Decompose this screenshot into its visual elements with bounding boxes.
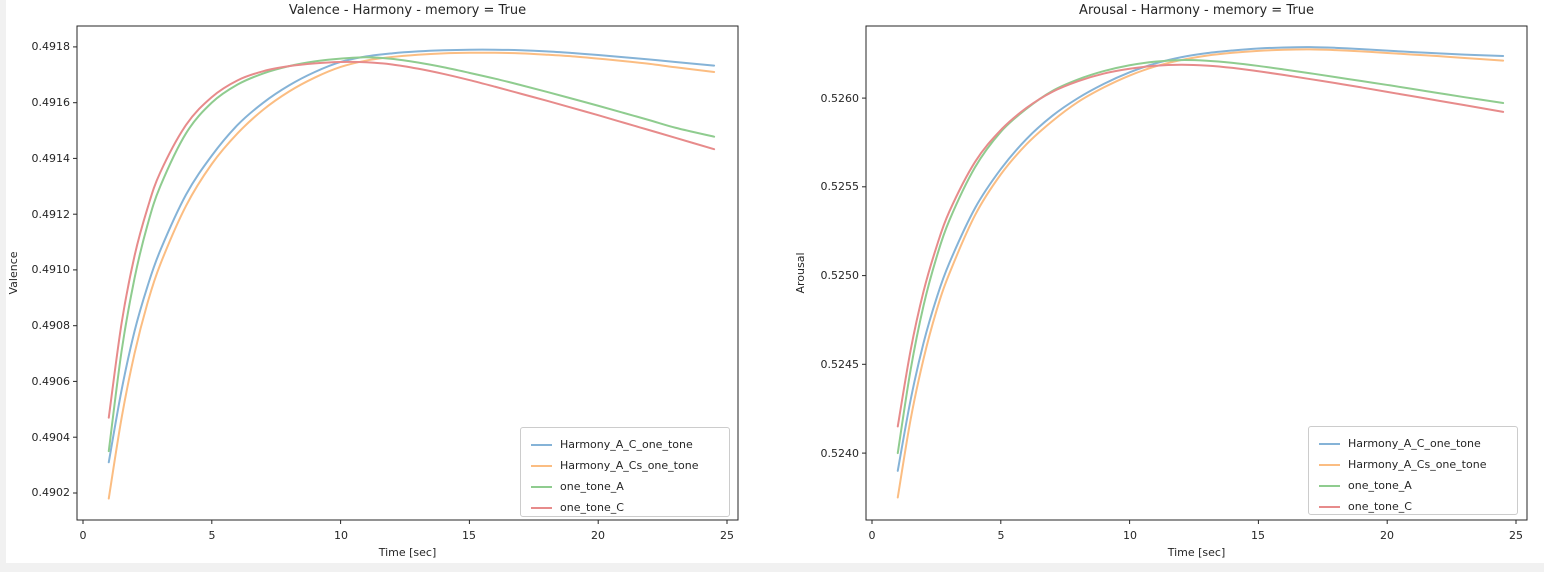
series-line-one_tone_C (107, 60, 716, 419)
x-tick-label: 20 (1380, 529, 1394, 542)
y-tick-label: 0.4910 (31, 263, 71, 276)
series-line-one_tone_A (107, 56, 716, 453)
x-tick-label: 25 (1509, 529, 1523, 542)
x-tick-label: 15 (462, 529, 476, 542)
legend: Harmony_A_C_one_tone Harmony_A_Cs_one_ton… (1308, 426, 1518, 515)
y-tick-label: 0.4918 (31, 40, 71, 53)
legend-row: one_tone_C (521, 497, 729, 518)
y-tick-label: 0.5240 (820, 447, 860, 460)
legend-row: one_tone_C (1309, 496, 1517, 517)
bottom-edge-strip (0, 563, 1544, 572)
legend-label: one_tone_A (1348, 479, 1412, 492)
series-line-one_tone_C (896, 63, 1505, 428)
y-tick-label: 0.4916 (31, 96, 71, 109)
series-line-one_tone_A (896, 59, 1505, 455)
y-tick-label: 0.4912 (31, 208, 71, 221)
legend-swatch (1319, 484, 1340, 487)
plot-border (865, 25, 1528, 521)
legend-row: one_tone_A (1309, 475, 1517, 496)
chart-title: Valence - Harmony - memory = True (288, 3, 527, 18)
legend-swatch (531, 464, 552, 467)
legend-swatch (531, 443, 552, 446)
legend-row: Harmony_A_Cs_one_tone (521, 455, 729, 476)
x-tick-label: 0 (79, 529, 87, 542)
legend-swatch (1319, 463, 1340, 466)
x-tick-label: 0 (868, 529, 876, 542)
y-tick-label: 0.5260 (820, 92, 860, 105)
legend-label: one_tone_C (1348, 500, 1412, 513)
legend: Harmony_A_C_one_tone Harmony_A_Cs_one_ton… (520, 427, 730, 517)
legend-swatch (1319, 505, 1340, 508)
series-line-Harmony_A_Cs_one_tone (896, 48, 1505, 499)
legend-row: Harmony_A_C_one_tone (521, 434, 729, 455)
legend-label: Harmony_A_C_one_tone (1348, 437, 1481, 450)
legend-swatch (531, 506, 552, 509)
legend-swatch (531, 485, 552, 488)
y-tick-label: 0.4906 (31, 375, 71, 388)
y-tick-label: 0.4914 (31, 152, 71, 165)
series-line-Harmony_A_Cs_one_tone (107, 51, 716, 500)
legend-label: Harmony_A_Cs_one_tone (1348, 458, 1487, 471)
x-tick-label: 10 (1123, 529, 1137, 542)
legend-swatch (1319, 442, 1340, 445)
y-tick-label: 0.4908 (31, 319, 71, 332)
legend-row: Harmony_A_Cs_one_tone (1309, 454, 1517, 475)
plot-border (76, 25, 739, 521)
x-tick-label: 5 (208, 529, 216, 542)
series-line-Harmony_A_C_one_tone (107, 48, 716, 464)
x-tick-label: 25 (720, 529, 734, 542)
left-edge-strip (0, 0, 6, 572)
x-axis-label: Time [sec] (378, 546, 437, 559)
y-tick-label: 0.5250 (820, 269, 860, 282)
x-tick-label: 10 (334, 529, 348, 542)
x-tick-label: 20 (591, 529, 605, 542)
legend-label: Harmony_A_Cs_one_tone (560, 459, 699, 472)
y-tick-label: 0.4904 (31, 431, 71, 444)
y-tick-label: 0.5245 (820, 358, 860, 371)
x-tick-label: 5 (997, 529, 1005, 542)
x-axis-label: Time [sec] (1167, 546, 1226, 559)
legend-row: Harmony_A_C_one_tone (1309, 433, 1517, 454)
chart-title: Arousal - Harmony - memory = True (1079, 3, 1314, 18)
x-tick-label: 15 (1251, 529, 1265, 542)
y-tick-label: 0.5255 (820, 180, 860, 193)
legend-row: one_tone_A (521, 476, 729, 497)
legend-label: Harmony_A_C_one_tone (560, 438, 693, 451)
series-line-Harmony_A_C_one_tone (896, 46, 1505, 472)
y-tick-label: 0.4902 (31, 486, 71, 499)
legend-label: one_tone_A (560, 480, 624, 493)
legend-label: one_tone_C (560, 501, 624, 514)
